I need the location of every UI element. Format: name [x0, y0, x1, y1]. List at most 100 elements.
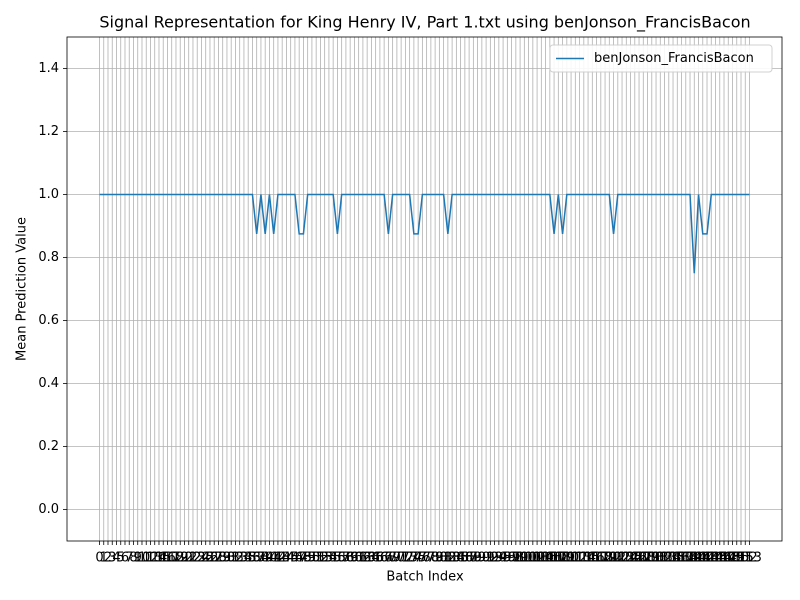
x-tick-label: 96 [499, 551, 516, 566]
x-tick-label: 138 [673, 551, 698, 566]
x-tick-label: 10 [134, 551, 151, 566]
x-tick-label: 93 [486, 551, 503, 566]
x-tick-label: 11 [138, 551, 155, 566]
x-tick-label: 57 [333, 551, 350, 566]
x-tick-label: 65 [367, 551, 384, 566]
x-tick-label: 92 [482, 551, 499, 566]
x-tick-label: 130 [639, 551, 664, 566]
x-tick-label: 32 [227, 551, 244, 566]
x-tick-label: 76 [414, 551, 431, 566]
x-tick-label: 72 [397, 551, 414, 566]
x-tick-label: 13 [146, 551, 163, 566]
x-tick-label: 46 [287, 551, 304, 566]
x-tick-label: 112 [563, 551, 588, 566]
x-tick-label: 55 [325, 551, 342, 566]
x-tick-label: 68 [380, 551, 397, 566]
x-tick-label: 40 [261, 551, 278, 566]
x-tick-label: 79 [427, 551, 444, 566]
x-tick-label: 129 [635, 551, 660, 566]
x-tick-label: 147 [712, 551, 737, 566]
x-tick-label: 104 [529, 551, 554, 566]
x-tick-label: 3 [108, 551, 116, 566]
x-tick-label: 35 [240, 551, 257, 566]
x-tick-label: 0 [95, 551, 103, 566]
x-tick-label: 26 [202, 551, 219, 566]
x-tick-label: 78 [423, 551, 440, 566]
x-tick-label: 70 [389, 551, 406, 566]
x-tick-label: 29 [214, 551, 231, 566]
x-tick-label: 90 [474, 551, 491, 566]
x-tick-label: 63 [359, 551, 376, 566]
x-tick-label: 14 [151, 551, 168, 566]
x-tick-label: 97 [503, 551, 520, 566]
x-tick-label: 131 [644, 551, 669, 566]
x-tick-label: 83 [444, 551, 461, 566]
x-tick-label: 105 [533, 551, 558, 566]
x-tick-label: 52 [312, 551, 329, 566]
x-tick-label: 115 [576, 551, 601, 566]
x-tick-label: 42 [270, 551, 287, 566]
x-tick-label: 109 [550, 551, 575, 566]
x-tick-label: 62 [355, 551, 372, 566]
x-tick-label: 139 [678, 551, 703, 566]
chart-title: Signal Representation for King Henry IV,… [99, 13, 750, 33]
x-tick-label: 99 [512, 551, 529, 566]
x-tick-label: 67 [376, 551, 393, 566]
x-tick-label: 106 [537, 551, 562, 566]
x-tick-label: 25 [197, 551, 214, 566]
legend-label: benJonson_FrancisBacon [594, 51, 754, 66]
y-tick-label: 0.4 [38, 376, 59, 391]
x-axis-label: Batch Index [386, 570, 464, 585]
x-tick-label: 111 [559, 551, 584, 566]
x-tick-label: 121 [601, 551, 626, 566]
x-tick-label: 61 [350, 551, 367, 566]
x-tick-label: 49 [299, 551, 316, 566]
x-tick-label: 4 [112, 551, 120, 566]
x-tick-label: 108 [546, 551, 571, 566]
x-tick-label: 19 [172, 551, 189, 566]
x-tick-label: 143 [695, 551, 720, 566]
x-tick-label: 102 [520, 551, 545, 566]
x-tick-label: 34 [236, 551, 253, 566]
x-tick-label: 125 [618, 551, 643, 566]
x-tick-label: 95 [495, 551, 512, 566]
x-tick-label: 149 [720, 551, 745, 566]
x-tick-label: 37 [248, 551, 265, 566]
data-line [99, 193, 750, 274]
x-tick-label: 47 [291, 551, 308, 566]
x-tick-label: 94 [491, 551, 508, 566]
x-tick-label: 39 [257, 551, 274, 566]
x-tick-label: 30 [219, 551, 236, 566]
x-tick-label: 152 [733, 551, 758, 566]
x-tick-label: 150 [724, 551, 749, 566]
x-tick-label: 113 [567, 551, 592, 566]
x-tick-label: 50 [304, 551, 321, 566]
x-tick-label: 136 [665, 551, 690, 566]
legend-box [549, 44, 773, 73]
x-tick-label: 119 [593, 551, 618, 566]
x-tick-label: 85 [452, 551, 469, 566]
x-tick-label: 12 [142, 551, 159, 566]
x-tick-label: 123 [610, 551, 635, 566]
x-tick-label: 124 [614, 551, 639, 566]
x-tick-label: 84 [448, 551, 465, 566]
y-tick-label: 1.2 [38, 124, 59, 139]
x-tick-label: 20 [176, 551, 193, 566]
x-tick-label: 41 [265, 551, 282, 566]
x-tick-label: 146 [707, 551, 732, 566]
x-tick-label: 2 [104, 551, 112, 566]
plot-frame [66, 36, 783, 542]
x-tick-label: 98 [508, 551, 525, 566]
x-tick-label: 45 [282, 551, 299, 566]
x-tick-label: 43 [274, 551, 291, 566]
x-tick-label: 8 [129, 551, 137, 566]
y-tick-label: 0.8 [38, 250, 59, 265]
x-tick-label: 73 [401, 551, 418, 566]
x-tick-label: 117 [584, 551, 609, 566]
x-tick-label: 87 [461, 551, 478, 566]
x-tick-label: 126 [622, 551, 647, 566]
x-tick-label: 23 [189, 551, 206, 566]
x-tick-label: 27 [206, 551, 223, 566]
x-tick-label: 91 [478, 551, 495, 566]
